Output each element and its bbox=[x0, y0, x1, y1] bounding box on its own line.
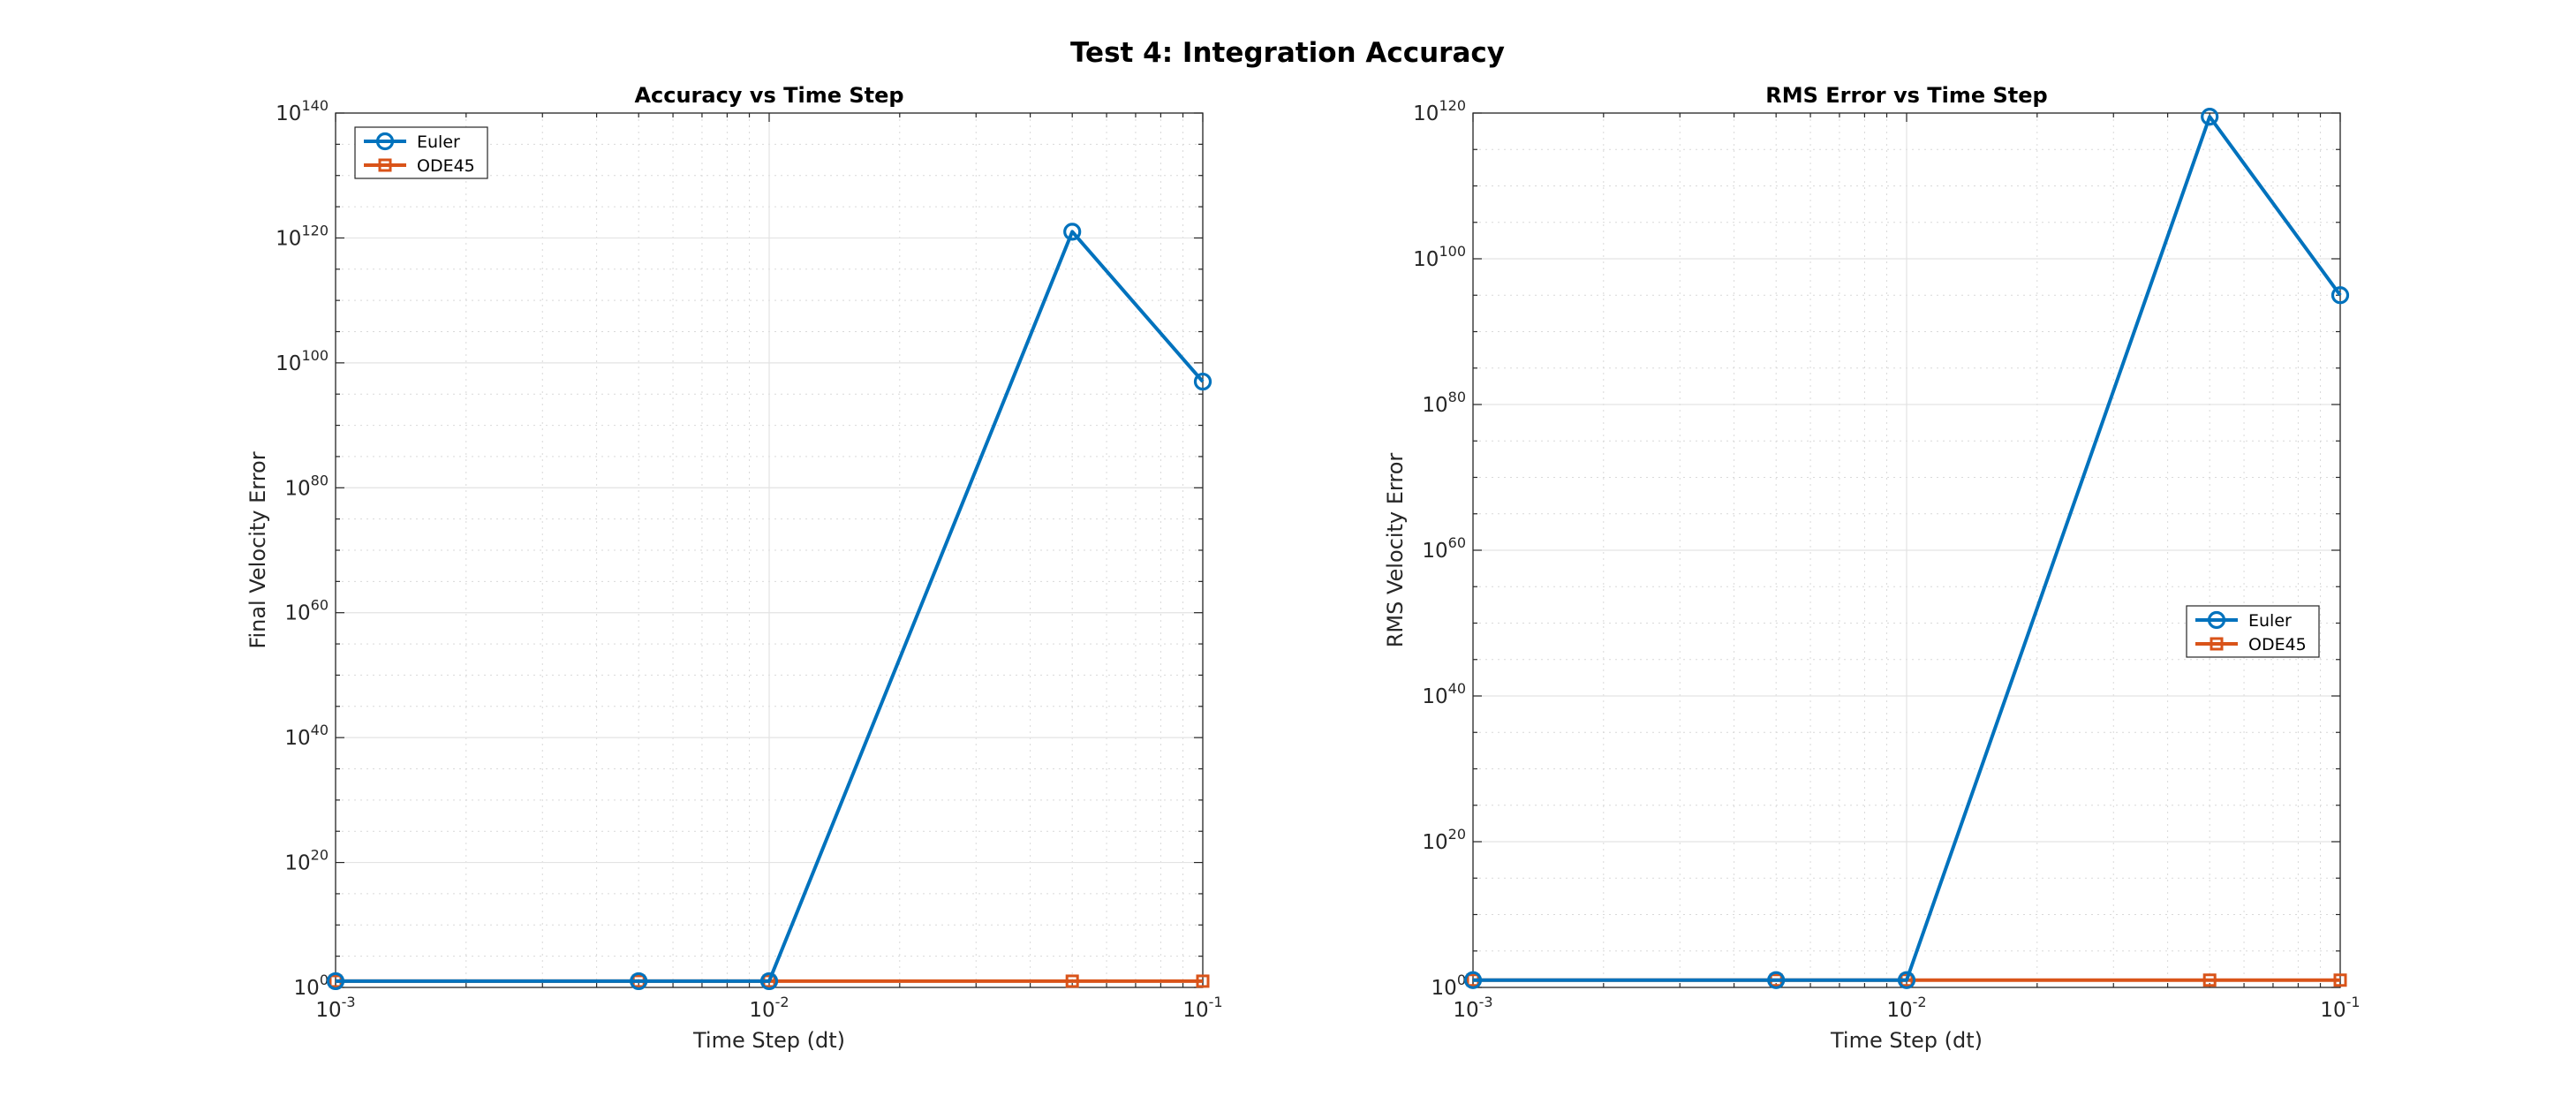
tick-marks bbox=[335, 112, 1204, 988]
legend-marker bbox=[2210, 637, 2224, 651]
series-euler bbox=[1463, 108, 2350, 989]
y-tick-label: 100 bbox=[294, 972, 329, 1000]
y-tick-label: 1060 bbox=[1422, 534, 1466, 563]
data-point bbox=[1767, 971, 1786, 989]
x-axis-label: Time Step (dt) bbox=[1830, 1028, 1983, 1053]
y-axis-label: RMS Velocity Error bbox=[1383, 453, 1408, 648]
legend-label: ODE45 bbox=[2248, 635, 2307, 654]
y-tick-label: 100 bbox=[1432, 972, 1466, 1000]
legend-label: ODE45 bbox=[417, 156, 475, 176]
y-tick-label: 10100 bbox=[276, 347, 329, 375]
tick-marks bbox=[1472, 112, 2341, 988]
plot-title: Accuracy vs Time Step bbox=[634, 83, 903, 108]
y-tick-label: 10140 bbox=[276, 97, 329, 125]
data-point bbox=[1063, 223, 1082, 241]
y-tick-label: 10100 bbox=[1413, 243, 1466, 271]
plot-rms-error: 10-3 10-2 10-1 100 1020 1040 1060 1080 10100 1012… bbox=[1383, 83, 2361, 1053]
legend-box bbox=[2186, 605, 2320, 658]
data-point bbox=[759, 972, 779, 991]
legend-entry-euler: Euler bbox=[2195, 610, 2292, 631]
x-tick-label: 10-2 bbox=[749, 994, 789, 1022]
data-point bbox=[630, 972, 648, 991]
y-tick-label: 1020 bbox=[284, 847, 329, 875]
data-point bbox=[1193, 372, 1212, 391]
legend-label: Euler bbox=[417, 132, 460, 152]
data-point bbox=[2333, 973, 2347, 987]
x-axis-label: Time Step (dt) bbox=[692, 1028, 845, 1053]
data-point bbox=[2201, 108, 2219, 126]
x-tick-label: 10-3 bbox=[1453, 994, 1492, 1022]
series-line bbox=[1473, 115, 2342, 982]
x-tick-label: 10-3 bbox=[315, 994, 355, 1022]
legend-marker bbox=[378, 158, 392, 172]
data-point bbox=[1196, 974, 1210, 988]
x-tick-label: 10-1 bbox=[1182, 994, 1222, 1022]
y-axis-label: Final Velocity Error bbox=[246, 451, 270, 648]
legend-entry-ode45: ODE45 bbox=[2195, 635, 2307, 654]
data-point bbox=[1463, 971, 1483, 989]
y-tick-label: 10120 bbox=[1413, 97, 1466, 125]
figure-title: Test 4: Integration Accuracy bbox=[1070, 37, 1505, 69]
legend-label: Euler bbox=[2248, 611, 2292, 631]
data-point bbox=[1065, 974, 1079, 988]
series-euler bbox=[326, 223, 1212, 991]
y-tick-label: 1020 bbox=[1422, 826, 1466, 854]
x-tick-label: 10-2 bbox=[1886, 994, 1926, 1022]
legend-entry-ode45: ODE45 bbox=[364, 156, 475, 176]
plot-title: RMS Error vs Time Step bbox=[1765, 83, 2048, 108]
y-tick-label: 1040 bbox=[1422, 680, 1466, 708]
data-point bbox=[326, 972, 345, 991]
data-point bbox=[1897, 971, 1916, 989]
y-tick-label: 1040 bbox=[284, 722, 329, 750]
series-line bbox=[336, 230, 1205, 983]
x-tick-label: 10-1 bbox=[2320, 994, 2360, 1022]
plot-accuracy: 10-3 10-2 10-1 100 1020 1040 1060 1080 10100 1012… bbox=[246, 83, 1223, 1053]
legend-marker bbox=[375, 132, 395, 151]
y-tick-label: 1060 bbox=[284, 597, 329, 625]
legend: Euler ODE45 bbox=[354, 126, 488, 179]
y-tick-label: 10120 bbox=[276, 222, 329, 250]
legend-box bbox=[354, 126, 488, 179]
legend: Euler ODE45 bbox=[2186, 605, 2320, 658]
y-tick-label: 1080 bbox=[284, 472, 329, 500]
data-point bbox=[2330, 286, 2350, 305]
data-point bbox=[2202, 973, 2217, 987]
legend-entry-euler: Euler bbox=[364, 132, 460, 152]
legend-marker bbox=[2207, 610, 2226, 630]
y-tick-label: 1080 bbox=[1422, 389, 1466, 417]
